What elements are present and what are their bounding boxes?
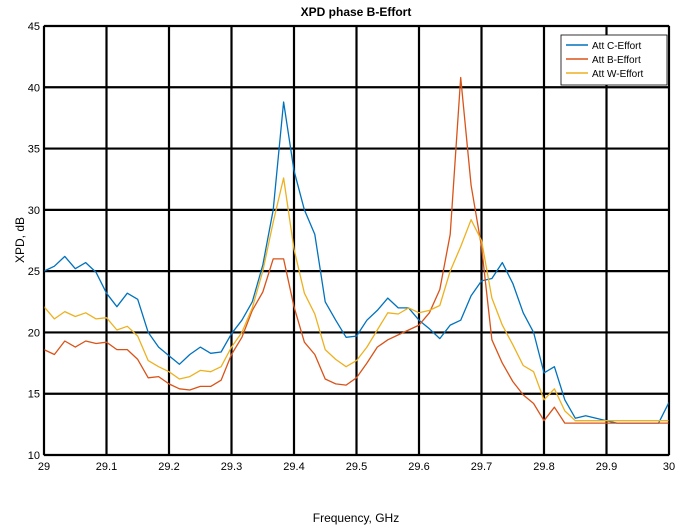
x-axis-label: Frequency, GHz xyxy=(313,511,399,525)
x-tick-label: 29.1 xyxy=(96,461,117,473)
y-tick-label: 10 xyxy=(28,450,40,462)
y-axis-label: XPD, dB xyxy=(13,217,27,263)
legend-label-3: Att W-Effort xyxy=(592,69,644,80)
x-tick-label: 29.9 xyxy=(596,461,617,473)
axis-ticks: 29 29.1 29.2 29.3 29.4 29.5 29.6 29.7 29.8 29.9 30… xyxy=(28,21,675,473)
y-tick-label: 45 xyxy=(28,21,40,33)
legend: Att C-Effort Att B-Effort Att W-Effort xyxy=(560,34,668,86)
y-tick-label: 35 xyxy=(28,144,40,156)
x-tick-label: 29 xyxy=(38,461,50,473)
y-tick-label: 40 xyxy=(28,82,40,94)
series-line-1 xyxy=(43,101,670,424)
y-tick-label: 30 xyxy=(28,205,40,217)
series-line-2 xyxy=(43,76,669,424)
chart-title: XPD phase B-Effort xyxy=(301,5,412,19)
x-tick-label: 29.7 xyxy=(471,461,492,473)
y-tick-label: 25 xyxy=(28,266,40,278)
x-tick-label: 29.6 xyxy=(408,461,429,473)
y-tick-label: 15 xyxy=(28,389,40,401)
legend-label-1: Att C-Effort xyxy=(592,41,641,52)
legend-label-2: Att B-Effort xyxy=(592,55,641,66)
x-tick-label: 29.5 xyxy=(346,461,367,473)
x-tick-label: 29.3 xyxy=(221,461,242,473)
y-tick-label: 20 xyxy=(28,327,40,339)
x-tick-label: 29.2 xyxy=(158,461,179,473)
series-lines xyxy=(43,76,670,424)
plot-frame xyxy=(43,25,670,456)
x-tick-label: 29.4 xyxy=(283,461,304,473)
x-tick-label: 30 xyxy=(663,461,675,473)
series-line-3 xyxy=(43,177,669,422)
legend-box xyxy=(560,34,668,86)
x-tick-label: 29.8 xyxy=(533,461,554,473)
